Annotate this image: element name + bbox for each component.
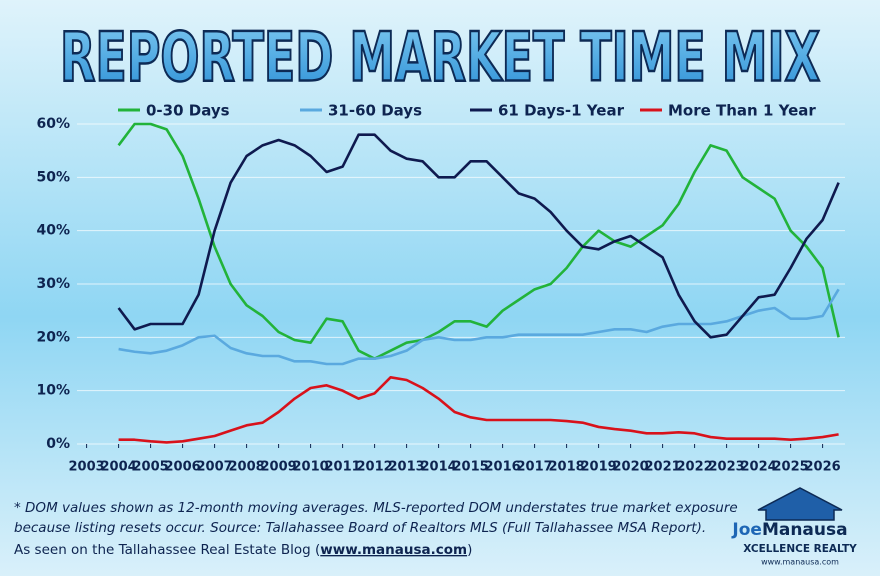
x-tick-label: 2010	[293, 460, 329, 475]
logo: JoeManausa XCELLENCE REALTY www.manausa.…	[731, 487, 857, 567]
x-tick-label: 2016	[485, 460, 521, 475]
x-tick-label: 2018	[549, 460, 585, 475]
x-tick-label: 2007	[197, 460, 233, 475]
credit: As seen on the Tallahassee Real Estate B…	[14, 542, 472, 558]
logo-tagline: XCELLENCE REALTY	[743, 543, 857, 555]
x-tick-label: 2012	[357, 460, 393, 475]
credit-prefix: As seen on the Tallahassee Real Estate B…	[14, 542, 320, 558]
x-tick-label: 2017	[517, 460, 553, 475]
legend-label: 0-30 Days	[146, 102, 230, 120]
y-tick-label: 50%	[36, 169, 70, 185]
y-tick-label: 10%	[36, 383, 70, 399]
credit-suffix: )	[467, 542, 472, 558]
x-tick-label: 2025	[773, 460, 809, 475]
x-tick-label: 2013	[389, 460, 425, 475]
x-tick-label: 2009	[261, 460, 297, 475]
legend-label: 61 Days-1 Year	[498, 102, 625, 120]
x-tick-label: 2006	[165, 460, 201, 475]
x-tick-label: 2004	[101, 460, 137, 475]
chart-title: REPORTED MARKET TIME MIX	[60, 19, 820, 98]
y-tick-label: 30%	[36, 276, 70, 292]
x-tick-label: 2003	[69, 460, 105, 475]
x-tick-label: 2005	[133, 460, 169, 475]
logo-name: JoeManausa	[731, 520, 847, 540]
x-tick-label: 2023	[709, 460, 745, 475]
plot-area: 0% 10% 20% 30% 40% 50% 60% 20032004200520062007…	[36, 116, 845, 475]
y-tick-label: 20%	[36, 329, 70, 345]
footnote: because listing resets occur. Source: Ta…	[14, 520, 706, 536]
series-line	[118, 376, 839, 444]
x-tick-label: 2024	[741, 460, 777, 475]
x-tick-label: 2008	[229, 460, 265, 475]
legend: 0-30 Days 31-60 Days 61 Days-1 Year More Th…	[118, 102, 816, 120]
footnote: * DOM values shown as 12-month moving av…	[14, 500, 738, 516]
x-tick-label: 2022	[677, 460, 713, 475]
x-tick-label: 2019	[581, 460, 617, 475]
logo-url: www.manausa.com	[761, 558, 839, 567]
x-tick-label: 2011	[325, 460, 361, 475]
y-tick-label: 60%	[36, 116, 70, 132]
logo-name1: Joe	[731, 520, 762, 540]
y-tick-label: 40%	[36, 223, 70, 239]
series-line	[117, 133, 840, 339]
x-tick-label: 2021	[645, 460, 681, 475]
logo-name2: Manausa	[762, 520, 848, 540]
series-line	[118, 288, 840, 366]
x-tick-label: 2015	[453, 460, 489, 475]
y-tick-label: 0%	[46, 436, 70, 452]
x-tick-label: 2014	[421, 460, 457, 475]
x-tick-label: 2026	[805, 460, 841, 475]
x-tick-label: 2020	[613, 460, 649, 475]
legend-label: 31-60 Days	[328, 102, 422, 120]
footnotes: * DOM values shown as 12-month moving av…	[14, 500, 738, 536]
legend-label: More Than 1 Year	[668, 102, 816, 120]
credit-link[interactable]: www.manausa.com	[320, 542, 467, 558]
logo-house	[757, 487, 843, 521]
series-line	[117, 122, 840, 360]
